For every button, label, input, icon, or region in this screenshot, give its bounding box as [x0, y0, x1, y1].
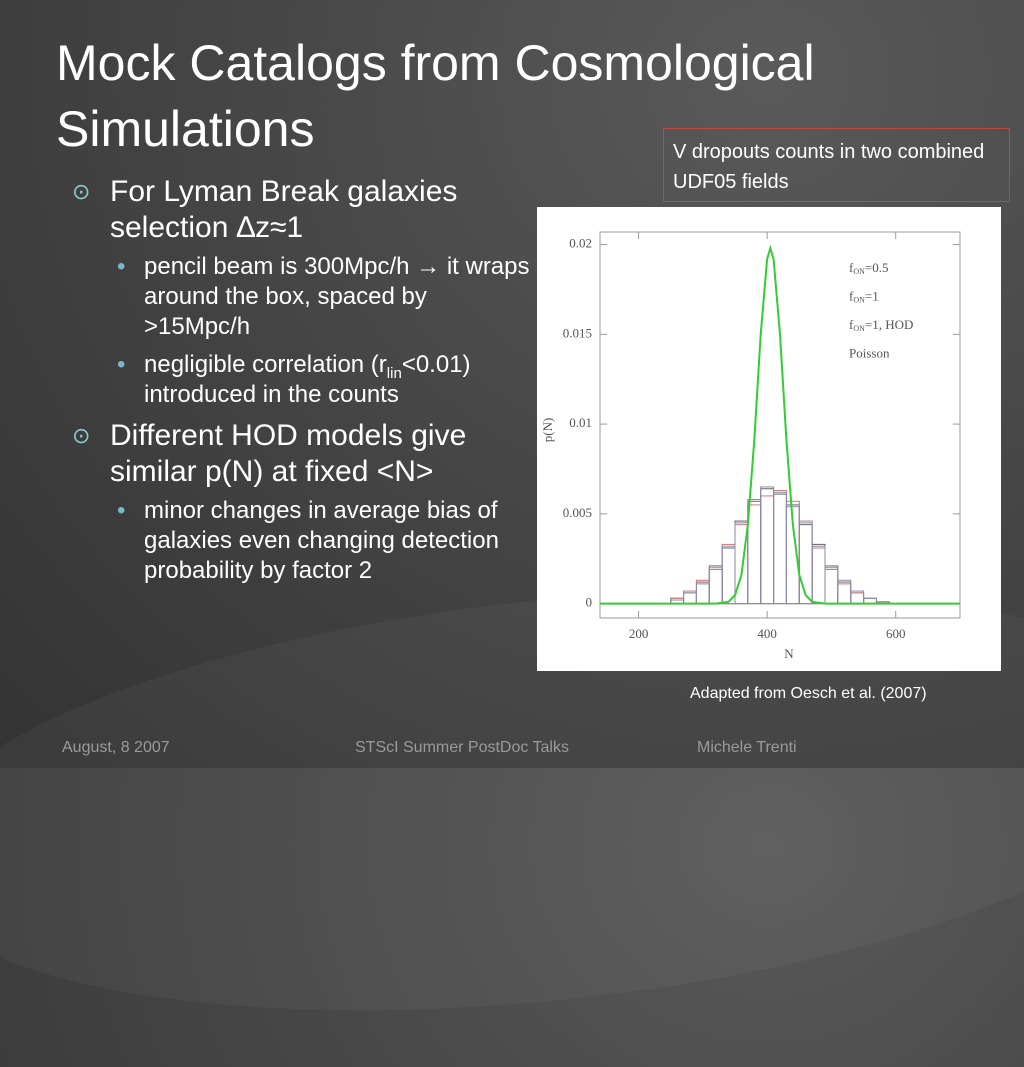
x-tick-label: 200 [629, 626, 649, 641]
histogram-bin [850, 592, 865, 605]
callout: V dropouts counts in two combined UDF05 … [663, 128, 1010, 202]
bullet-text: negligible correlation (r [144, 351, 387, 378]
histogram-bin [747, 504, 762, 605]
bullet-marker: • [117, 497, 126, 524]
footer-event: STScI Summer PostDoc Talks [355, 739, 569, 756]
y-tick-label: 0.015 [563, 325, 592, 340]
legend-entry: fON=1, HOD [849, 317, 913, 333]
bullet-text: <0.01) introduced in the counts [144, 351, 471, 408]
bullet-text: pencil beam is 300Mpc/h → it wraps aroun… [144, 253, 530, 340]
legend-text: =0.5 [865, 260, 889, 275]
histogram-bin [824, 567, 839, 605]
line-series [600, 244, 960, 605]
legend-subscript: ON [853, 295, 865, 304]
legend-subscript: ON [853, 267, 865, 276]
y-axis-label: p(N) [540, 418, 555, 443]
legend-text: f [849, 317, 854, 332]
legend-text: f [849, 288, 854, 303]
y-tick-label: 0.02 [569, 236, 592, 251]
bullet: ⊙ For Lyman Break galaxies selection ∆z≈1 [72, 174, 532, 246]
caption: Adapted from Oesch et al. (2007) [690, 685, 927, 702]
histogram-bin [721, 543, 736, 605]
histogram-bin [811, 543, 826, 605]
plot-frame [599, 231, 961, 619]
histogram-bin [850, 592, 865, 605]
legend-entry: Poisson [849, 345, 890, 360]
histogram-bin [708, 569, 723, 605]
histogram-bin [708, 565, 723, 605]
histogram-bin [721, 545, 736, 605]
x-tick-label: 600 [886, 626, 906, 641]
legend-entry: fON=1 [849, 288, 879, 304]
bullet-marker: ⊙ [72, 423, 91, 448]
histogram-bin [760, 495, 775, 605]
histogram-bin [747, 500, 762, 605]
bullet-marker: • [117, 351, 126, 378]
legend-subscript: ON [853, 324, 865, 333]
y-tick-label: 0.005 [563, 505, 592, 520]
subscript: lin [386, 364, 402, 382]
sub-bullet: • negligible correlation (rlin<0.01) intr… [72, 350, 532, 410]
histogram-bin [824, 565, 839, 605]
legend-text: =1 [865, 288, 879, 303]
histogram-bin [837, 581, 852, 605]
bullet-marker: • [117, 253, 126, 280]
legend-entry: fON=0.5 [849, 260, 889, 276]
legend-text: f [849, 260, 854, 275]
histogram-bin [721, 547, 736, 605]
sub-bullet: • minor changes in average bias of galaxi… [72, 496, 532, 586]
histogram-bin [811, 547, 826, 605]
legend-text: =1, HOD [865, 317, 914, 332]
bullet-list: ⊙ For Lyman Break galaxies selection ∆z≈1… [72, 174, 532, 594]
histogram-bin [683, 592, 697, 605]
histogram-bin [798, 520, 813, 605]
histogram-bin [773, 491, 787, 605]
histogram-bin [747, 499, 762, 605]
histogram-bin [811, 545, 826, 605]
histogram-bin [798, 522, 813, 605]
y-tick-label: 0.01 [569, 415, 592, 430]
bullet-text: Different HOD models give similar p(N) a… [110, 419, 467, 488]
x-tick-label: 400 [757, 626, 777, 641]
slide-title: Mock Catalogs from Cosmological Simulati… [56, 35, 815, 157]
histogram-bin [760, 486, 775, 605]
slide: {"title": "Mock Catalogs from Cosmologic… [0, 0, 1024, 768]
histogram-bin [798, 524, 813, 605]
x-axis-label: N [784, 646, 794, 661]
legend-text: Poisson [849, 345, 890, 360]
histogram-bin [683, 592, 697, 605]
histogram-bin [708, 567, 723, 605]
histogram-bin [695, 581, 710, 605]
footer-author: Michele Trenti [697, 739, 797, 756]
histogram-bin [837, 583, 852, 605]
bullet-marker: ⊙ [72, 179, 91, 204]
histogram-bin [824, 569, 839, 605]
bullet-text: For Lyman Break galaxies selection ∆z≈1 [110, 175, 458, 244]
histogram-bin [760, 488, 775, 605]
y-tick-label: 0 [586, 595, 593, 610]
footer-date: August, 8 2007 [62, 739, 170, 756]
bullet-text: minor changes in average bias of galaxie… [144, 497, 499, 584]
histogram-bin [773, 493, 787, 605]
histogram-bin [773, 490, 787, 605]
bullet: ⊙ Different HOD models give similar p(N) … [72, 418, 532, 490]
histogram-bin [695, 583, 710, 605]
sub-bullet: • pencil beam is 300Mpc/h → it wraps arou… [72, 252, 532, 342]
